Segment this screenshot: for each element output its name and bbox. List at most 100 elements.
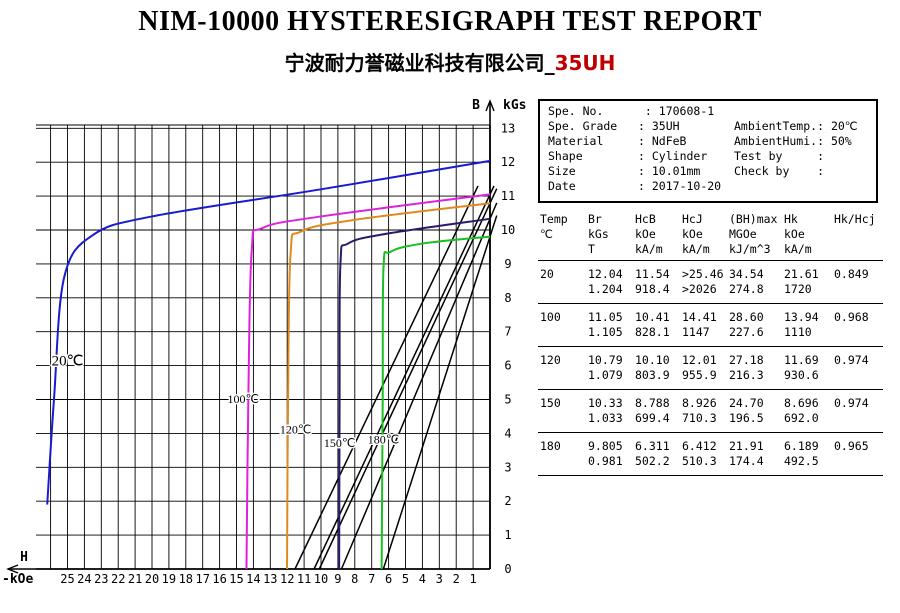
table-cell-hcb1: 6.311 (635, 439, 670, 453)
y-tick-label: 4 (504, 426, 511, 440)
y-tick-label: 1 (504, 528, 511, 542)
y-tick-label: 12 (501, 155, 515, 169)
x-tick-label: 4 (419, 572, 426, 586)
b-line-180℃ (382, 215, 498, 570)
table-row: 180 9.805 0.981 6.311 502.2 6.412 510.3 21.91 17… (538, 432, 883, 476)
table-cell-br1: 12.04 (588, 267, 623, 281)
table-cell-temp: 180 (540, 439, 561, 453)
table-row: 150 10.33 1.033 8.788 699.4 8.926 710.3 24.70 19… (538, 389, 883, 432)
table-cell-hk1: 8.696 (784, 396, 819, 410)
table-cell-hcj1: 6.412 (682, 439, 717, 453)
x-tick-label: 3 (436, 572, 443, 586)
table-cell-bh2: 274.8 (729, 282, 764, 296)
b-line-20℃ (294, 185, 479, 570)
table-cell-temp: 20 (540, 267, 554, 281)
b-line-120℃ (318, 188, 498, 570)
x-tick-label: 17 (195, 572, 209, 586)
table-cell-bh2: 227.6 (729, 325, 764, 339)
info-shape: Shape : Cylinder (548, 149, 708, 163)
info-spe-grade: Spe. Grade : 35UH (548, 119, 680, 133)
info-test-by: Test by : (734, 149, 831, 163)
results-table: Temp ℃ Br kGs T HcB kOe kA/m HcJ kOe kA/m (BH)m… (538, 210, 883, 476)
table-cell-hcb1: 8.788 (635, 396, 670, 410)
table-cell-hcj1: 14.41 (682, 310, 717, 324)
j-curve-150℃ (338, 217, 491, 570)
table-cell-hk1: 11.69 (784, 353, 819, 367)
table-cell-hcj1: >25.46 (682, 267, 724, 281)
b-line-150℃ (340, 202, 498, 570)
x-tick-label: 9 (334, 572, 341, 586)
info-material: Material : NdFeB (548, 134, 687, 148)
table-cell-hcb2: 828.1 (635, 325, 670, 339)
x-tick-label: 13 (263, 572, 277, 586)
y-tick-label: 0 (504, 562, 511, 576)
table-row: 100 11.05 1.105 10.41 828.1 14.41 1147 28.60 227… (538, 303, 883, 346)
table-cell-hcb2: 803.9 (635, 368, 670, 382)
y-tick-label: 7 (504, 325, 511, 339)
x-tick-label: 8 (351, 572, 358, 586)
col-temp: Temp ℃ (540, 212, 568, 241)
col-bhmax: (BH)max MGOe kJ/m^3 (729, 212, 778, 256)
table-cell-br2: 0.981 (588, 454, 623, 468)
table-cell-temp: 120 (540, 353, 561, 367)
x-tick-label: 11 (297, 572, 311, 586)
specimen-info-box: Spe. No. : 170608-1 Spe. Grade : 35UH Ma… (538, 99, 878, 203)
table-cell-br2: 1.079 (588, 368, 623, 382)
table-cell-hcj2: 1147 (682, 325, 710, 339)
y-axis-label: B (472, 98, 480, 113)
y-tick-label: 10 (501, 223, 515, 237)
table-cell-hcb2: 918.4 (635, 282, 670, 296)
info-size: Size : 10.01mm (548, 164, 701, 178)
table-cell-bh1: 27.18 (729, 353, 764, 367)
table-cell-ratio: 0.974 (834, 396, 869, 410)
table-cell-hcb1: 11.54 (635, 267, 670, 281)
table-cell-hk2: 1110 (784, 325, 812, 339)
table-cell-hcj1: 12.01 (682, 353, 717, 367)
info-date: Date : 2017-10-20 (548, 179, 722, 193)
y-tick-label: 5 (504, 393, 511, 407)
table-cell-temp: 150 (540, 396, 561, 410)
col-hk: Hk kOe kA/m (784, 212, 812, 256)
table-cell-ratio: 0.974 (834, 353, 869, 367)
x-tick-label: 1 (469, 572, 476, 586)
info-ambient-temp: AmbientTemp.: 20℃ (734, 119, 858, 133)
col-hcj: HcJ kOe kA/m (682, 212, 710, 256)
table-cell-br1: 11.05 (588, 310, 623, 324)
x-tick-label: 24 (77, 572, 91, 586)
x-tick-label: 5 (402, 572, 409, 586)
table-cell-bh2: 174.4 (729, 454, 764, 468)
table-cell-bh1: 28.60 (729, 310, 764, 324)
table-cell-br1: 10.33 (588, 396, 623, 410)
company-name: 宁波耐力誉磁业科技有限公司_ (284, 51, 555, 75)
x-tick-label: 21 (128, 572, 142, 586)
y-tick-label: 3 (504, 460, 511, 474)
x-tick-label: 2 (453, 572, 460, 586)
results-table-body: 20 12.04 1.204 11.54 918.4 >25.46 >2026 34.54 27… (538, 260, 883, 476)
table-cell-hk2: 1720 (784, 282, 812, 296)
info-spe-no: Spe. No. : 170608-1 (548, 104, 715, 118)
series-label: 120℃ (280, 422, 311, 436)
table-cell-ratio: 0.968 (834, 310, 869, 324)
table-cell-br1: 9.805 (588, 439, 623, 453)
y-tick-label: 6 (504, 359, 511, 373)
table-cell-hcb1: 10.10 (635, 353, 670, 367)
table-cell-ratio: 0.849 (834, 267, 869, 281)
table-cell-hcj1: 8.926 (682, 396, 717, 410)
table-cell-hk2: 492.5 (784, 454, 819, 468)
series-label: 100℃ (228, 392, 259, 406)
x-tick-label: 6 (385, 572, 392, 586)
table-cell-temp: 100 (540, 310, 561, 324)
table-cell-hcb2: 699.4 (635, 411, 670, 425)
table-cell-hcb1: 10.41 (635, 310, 670, 324)
table-cell-hk2: 692.0 (784, 411, 819, 425)
table-cell-hcj2: >2026 (682, 282, 717, 296)
table-cell-bh1: 21.91 (729, 439, 764, 453)
j-curve-180℃ (380, 235, 491, 570)
table-cell-ratio: 0.965 (834, 439, 869, 453)
x-tick-label: 25 (60, 572, 74, 586)
series-label: 150℃ (324, 436, 355, 450)
x-tick-label: 23 (94, 572, 108, 586)
x-axis-arrow (6, 564, 19, 574)
x-tick-label: 18 (179, 572, 193, 586)
